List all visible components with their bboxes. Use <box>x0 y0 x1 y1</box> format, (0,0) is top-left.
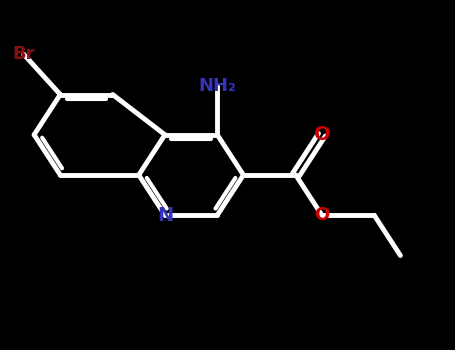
Text: O: O <box>314 206 329 224</box>
Text: O: O <box>313 125 330 144</box>
Text: NH₂: NH₂ <box>198 77 236 96</box>
Text: Br: Br <box>12 45 35 63</box>
Text: N: N <box>157 206 173 225</box>
